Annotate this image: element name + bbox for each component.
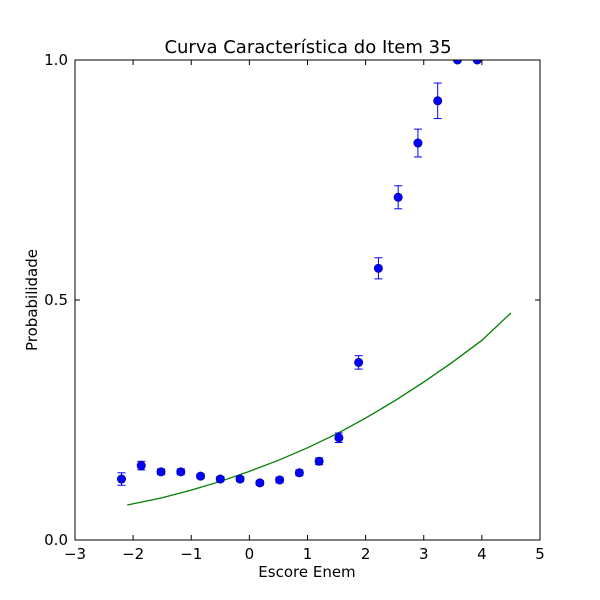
data-point (117, 474, 127, 484)
x-tick-label: 5 (535, 545, 545, 563)
x-tick-label: −3 (64, 545, 86, 563)
data-point (452, 60, 462, 65)
data-point (433, 96, 443, 106)
x-tick-label: 0 (245, 545, 255, 563)
data-point (215, 474, 225, 484)
x-tick-label: −1 (180, 545, 202, 563)
x-tick-label: 4 (477, 545, 487, 563)
data-point (196, 471, 206, 481)
data-point (255, 478, 265, 488)
y-tick-label: 0.5 (44, 291, 68, 309)
y-axis-label: Probabilidade (23, 249, 41, 351)
data-point (413, 138, 423, 148)
x-tick-label: 2 (361, 545, 371, 563)
y-tick-label: 0.0 (44, 531, 68, 549)
data-point (334, 433, 344, 443)
data-point (354, 357, 364, 367)
data-point (314, 456, 324, 466)
data-point (373, 263, 383, 273)
model-curve-line (127, 312, 512, 506)
x-tick-label: 1 (303, 545, 313, 563)
data-point (235, 474, 245, 484)
data-point (472, 60, 482, 65)
data-point (275, 475, 285, 485)
data-point (393, 192, 403, 202)
data-point (156, 467, 166, 477)
x-tick-label: 3 (419, 545, 429, 563)
data-point (176, 467, 186, 477)
data-point (136, 461, 146, 471)
y-tick-label: 1.0 (44, 51, 68, 69)
data-point (294, 468, 304, 478)
x-tick-label: −2 (122, 545, 144, 563)
x-axis-label: Escore Enem (258, 563, 355, 581)
chart-title: Curva Característica do Item 35 (164, 37, 451, 58)
plot-area (117, 60, 512, 506)
